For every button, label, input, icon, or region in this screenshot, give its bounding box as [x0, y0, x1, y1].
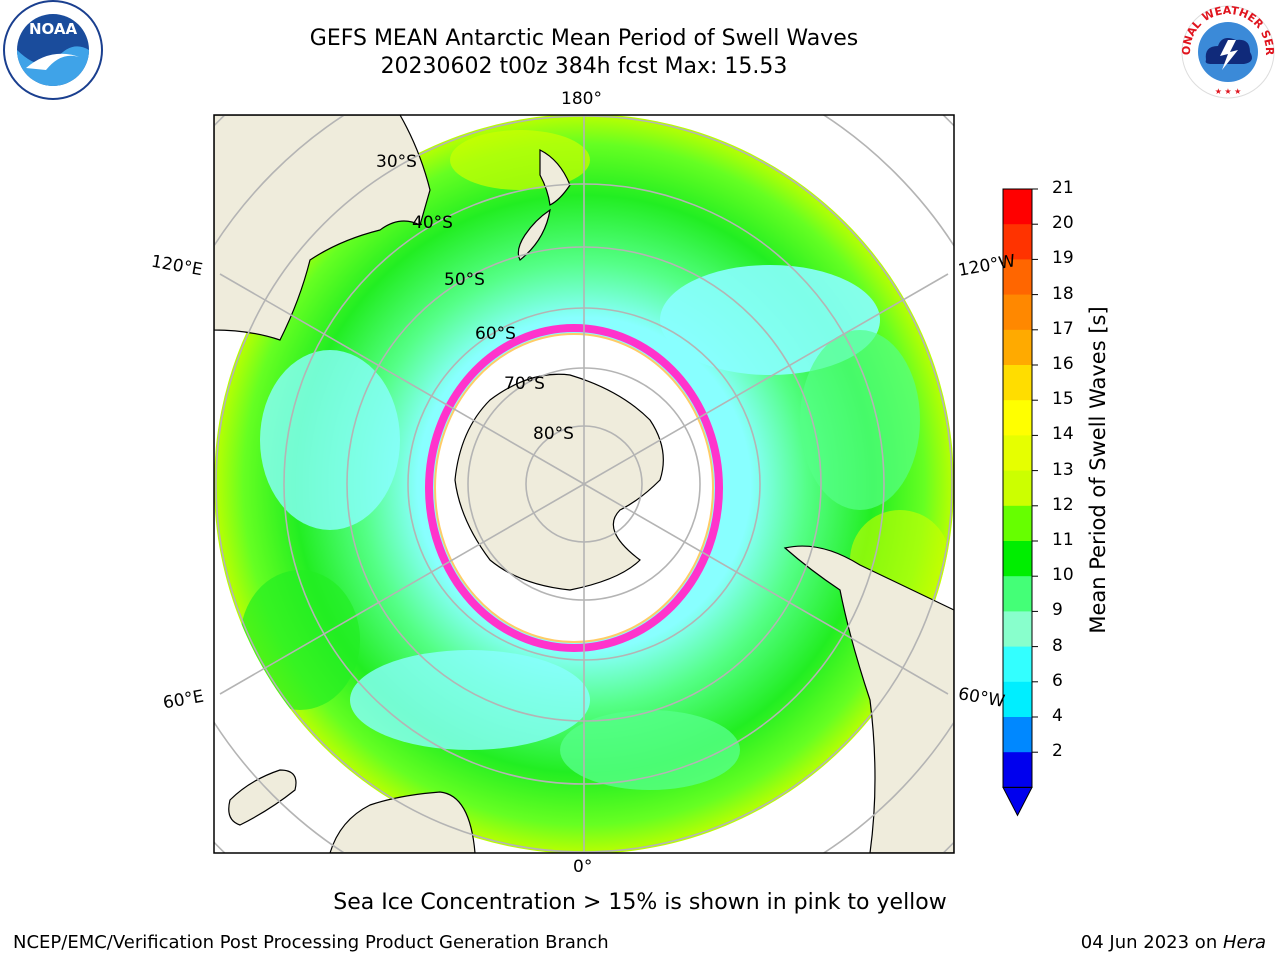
colorbar-tick-label: 13	[1052, 459, 1074, 480]
colorbar-segment	[1003, 365, 1032, 401]
colorbar-frame	[1002, 188, 1033, 788]
colorbar-tick-label: 16	[1052, 354, 1074, 374]
noaa-logo-icon: NOAA	[3, 0, 103, 100]
colorbar-label: Mean Period of Swell Waves [s]	[1086, 306, 1110, 634]
lat-label-60s: 60°S	[475, 324, 516, 344]
lat-label-80s: 80°S	[533, 424, 574, 444]
colorbar-segment	[1003, 400, 1032, 436]
colorbar-tick-label: 11	[1052, 530, 1074, 550]
colorbar-tick-label: 9	[1052, 600, 1063, 621]
land-africa	[329, 791, 476, 853]
land-madagascar	[228, 769, 297, 826]
footer-credit: NCEP/EMC/Verification Post Processing Pr…	[13, 932, 609, 953]
land-new-zealand-south	[517, 208, 551, 261]
colorbar-tick-label: 6	[1052, 670, 1063, 691]
footer-date: 04 Jun 2023 on Hera	[1081, 932, 1266, 953]
colorbar-segment	[1003, 505, 1032, 542]
lon-label-0: 0°	[573, 857, 593, 877]
svg-text:★ ★ ★: ★ ★ ★	[1215, 87, 1242, 96]
sea-ice-edge	[425, 324, 723, 652]
colorbar-tick-label: 14	[1052, 424, 1074, 445]
nws-logo-icon: NATIONAL WEATHER SERVICE ★ ★ ★	[1176, 0, 1276, 99]
colorbar-segment	[1003, 717, 1032, 753]
footer-host: Hera	[1222, 932, 1266, 953]
colorbar-segment	[1003, 611, 1032, 648]
colorbar-tick-label: 18	[1052, 283, 1074, 304]
colorbar-extend-arrow	[1002, 786, 1033, 817]
colorbar-segment	[1003, 329, 1032, 366]
colorbar-tick-label: 10	[1052, 565, 1074, 586]
colorbar-segment	[1003, 294, 1032, 331]
sea-ice-note: Sea Ice Concentration > 15% is shown in …	[333, 890, 947, 915]
longitude-lines	[219, 115, 949, 853]
svg-text:NOAA: NOAA	[29, 20, 78, 38]
colorbar-segment	[1003, 259, 1032, 296]
colorbar-segment	[1003, 435, 1032, 472]
colorbar-tick-label: 21	[1052, 178, 1074, 198]
lat-label-50s: 50°S	[444, 270, 485, 290]
colorbar-tick-label: 19	[1052, 248, 1074, 269]
colorbar-segment	[1003, 470, 1032, 507]
colorbar-segment	[1003, 541, 1032, 577]
colorbar-tick-label: 17	[1052, 318, 1074, 339]
footer-date-text: 04 Jun 2023 on	[1080, 932, 1223, 953]
colorbar-tick-label: 20	[1052, 213, 1074, 234]
colorbar-tick-label: 12	[1052, 494, 1074, 515]
colorbar-tick-label: 2	[1052, 741, 1063, 762]
map-frame	[213, 114, 955, 854]
colorbar-segment	[1003, 576, 1032, 612]
lat-label-30s: 30°S	[376, 152, 417, 172]
page-subtitle: 20230602 t00z 384h fcst Max: 15.53	[380, 54, 788, 79]
page-title: GEFS MEAN Antarctic Mean Period of Swell…	[309, 26, 859, 51]
lat-label-70s: 70°S	[504, 374, 545, 394]
land-south-america	[783, 545, 954, 853]
colorbar-tick-label: 4	[1052, 706, 1063, 726]
colorbar-tick-label: 8	[1052, 635, 1063, 656]
colorbar-segment	[1003, 224, 1032, 260]
swell-patches	[240, 130, 950, 790]
lon-label-180: 180°	[561, 89, 602, 109]
map-area	[214, 115, 954, 853]
land-australia	[214, 115, 431, 341]
colorbar	[1002, 188, 1038, 817]
lat-label-40s: 40°S	[412, 213, 453, 233]
colorbar-segment	[1003, 752, 1032, 788]
colorbar-segment	[1003, 646, 1032, 683]
colorbar-segment	[1003, 189, 1032, 225]
colorbar-segment	[1003, 681, 1032, 718]
colorbar-tick-label: 15	[1052, 389, 1074, 410]
